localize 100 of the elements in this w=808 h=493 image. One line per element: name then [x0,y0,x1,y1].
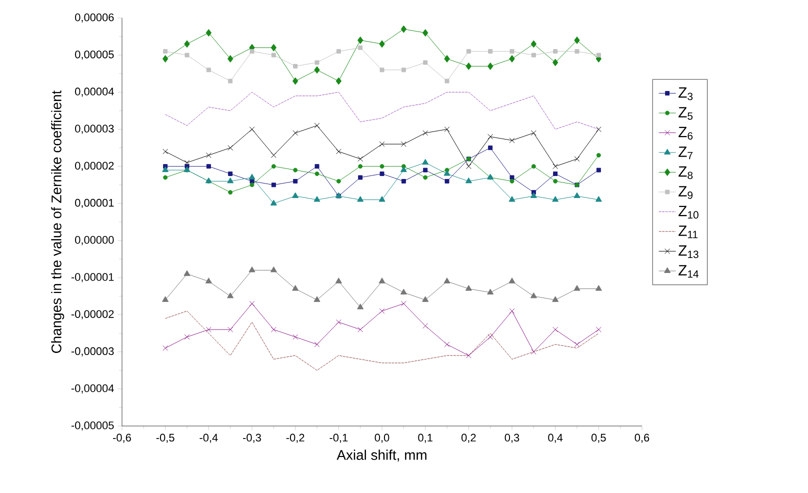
point [314,172,320,176]
point [552,196,559,202]
point [206,326,212,332]
point [488,334,494,340]
point [227,177,234,184]
point [595,196,602,202]
point [574,36,580,44]
point [444,55,450,63]
legend-label: Z$_{7}$ [678,146,692,160]
point [509,308,515,314]
point [228,190,233,195]
point [358,164,363,169]
point [401,68,406,72]
point [574,342,580,348]
point [227,55,234,63]
point [574,49,580,54]
point [336,49,341,54]
point [488,49,493,54]
point [336,178,341,184]
point [400,166,407,172]
point [206,29,212,37]
point [380,164,384,169]
point [162,345,168,351]
point [574,156,580,162]
y-tick-label: 0,00006 [75,13,114,23]
point [293,64,298,68]
point [336,77,342,85]
point [206,152,212,158]
point [380,172,384,176]
point [314,296,320,302]
point [510,178,514,184]
point [530,192,537,198]
point [314,196,320,202]
point [206,164,211,169]
x-tick-label: -0,5 [156,434,174,443]
y-tick-label: 0,00005 [75,50,114,60]
point [596,52,601,58]
line-series [165,92,599,130]
point [596,126,602,132]
point [508,196,516,202]
point [271,164,276,169]
x-tick-label: 0,2 [461,434,476,443]
x-tick-label: -0,1 [330,434,348,443]
x-tick-label: 0,6 [634,434,650,443]
point [574,192,580,198]
point [292,77,298,85]
point [205,278,212,284]
point [184,270,190,276]
legend-label: Z$_{11}$ [678,226,698,238]
point [423,60,428,65]
point [228,145,234,151]
point [553,178,558,184]
point [466,164,472,170]
point [553,49,558,54]
point [530,130,536,136]
point [509,138,515,144]
legend-label: Z$_{9}$ [678,186,693,199]
point [379,40,385,48]
y-tick-label: -0,00005 [71,421,114,431]
y-tick-label: 0,00000 [75,236,114,246]
x-tick-label: 0,4 [548,434,563,443]
point [335,278,342,284]
point [162,148,168,154]
point [422,158,429,165]
legend-label: Z$_{8}$ [678,166,693,180]
legend-label: Z$_{5}$ [678,107,693,120]
y-tick-label: -0,00004 [71,384,114,394]
point [444,78,450,84]
point [270,200,277,206]
point [292,192,299,198]
legend-label: Z$_{3}$ [678,87,693,100]
y-tick-label: 0,00003 [75,124,114,134]
point [400,288,407,294]
point [314,164,320,169]
point [510,175,514,180]
point [530,292,537,298]
legend-label: Z$_{6}$ [678,126,693,140]
point [163,49,168,54]
point [358,175,363,180]
point [357,196,364,202]
y-tick-label: 0,00002 [75,162,114,171]
point [162,296,169,302]
point [250,182,254,188]
point [552,164,558,170]
point [184,52,190,58]
point [423,175,428,180]
point [466,352,472,358]
point [552,326,558,332]
point [531,52,536,58]
point [552,296,559,302]
y-tick-label: 0,00004 [75,88,114,97]
point [314,66,320,74]
x-tick-label: 0,5 [591,434,606,443]
point [422,323,428,329]
legend-label: Z$_{14}$ [678,265,699,278]
point [248,266,256,272]
point [162,55,168,63]
point [270,266,277,272]
point [292,334,298,340]
point [488,134,494,140]
